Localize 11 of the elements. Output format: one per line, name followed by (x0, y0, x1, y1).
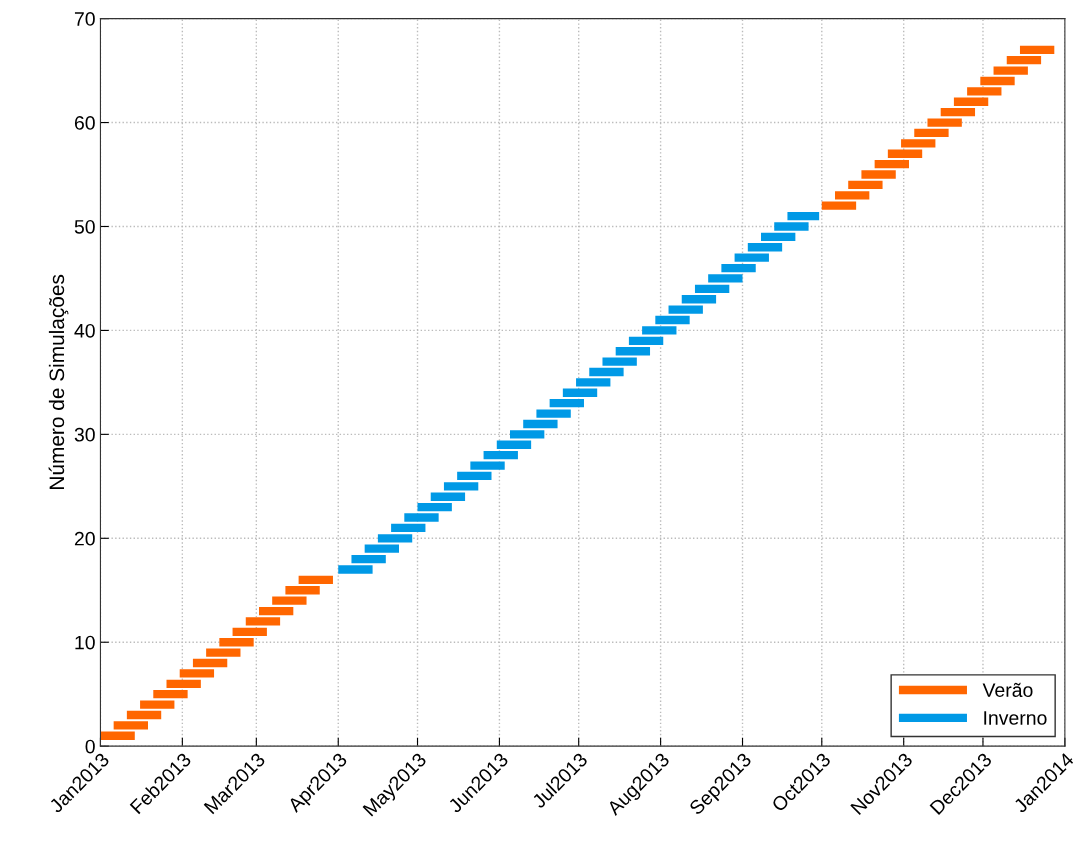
y-tick-label: 70 (74, 12, 95, 26)
y-tick-label: 20 (74, 531, 95, 546)
y-tick-label: 40 (74, 323, 95, 338)
y-tick-label: 10 (75, 635, 95, 650)
y-tick-label: 30 (74, 427, 95, 442)
legend-label: Verão (982, 682, 1033, 697)
y-tick-label: 0 (85, 739, 95, 754)
y-axis-title: Número de Simulações (48, 274, 69, 489)
legend-label: Inverno (984, 711, 1047, 725)
y-tick-label: 50 (74, 219, 95, 234)
y-tick-label: 60 (74, 116, 95, 130)
